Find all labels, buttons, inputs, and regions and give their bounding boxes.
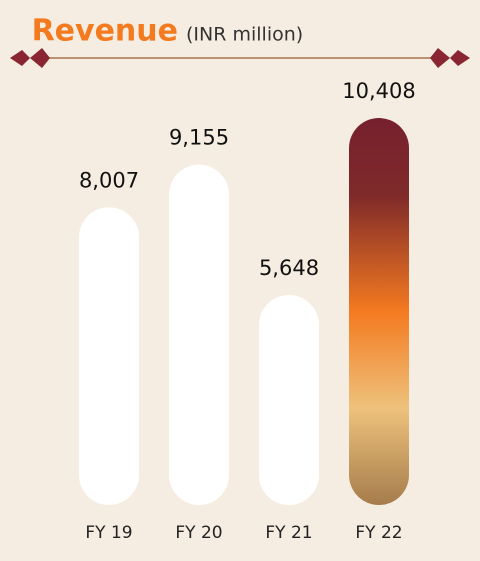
- chart-subtitle: (INR million): [186, 24, 303, 46]
- x-tick-label: FY 20: [175, 523, 222, 543]
- value-label: 5,648: [259, 256, 319, 280]
- bar: [259, 295, 319, 505]
- bar: [79, 207, 139, 505]
- value-label: 9,155: [169, 126, 229, 150]
- x-tick-label: FY 19: [85, 523, 132, 543]
- bar: [169, 165, 229, 505]
- chart-title: Revenue: [32, 14, 178, 49]
- bar: [349, 118, 409, 505]
- x-tick-label: FY 21: [265, 523, 312, 543]
- value-label: 10,408: [342, 79, 415, 103]
- value-label: 8,007: [79, 168, 139, 192]
- x-tick-label: FY 22: [355, 523, 402, 543]
